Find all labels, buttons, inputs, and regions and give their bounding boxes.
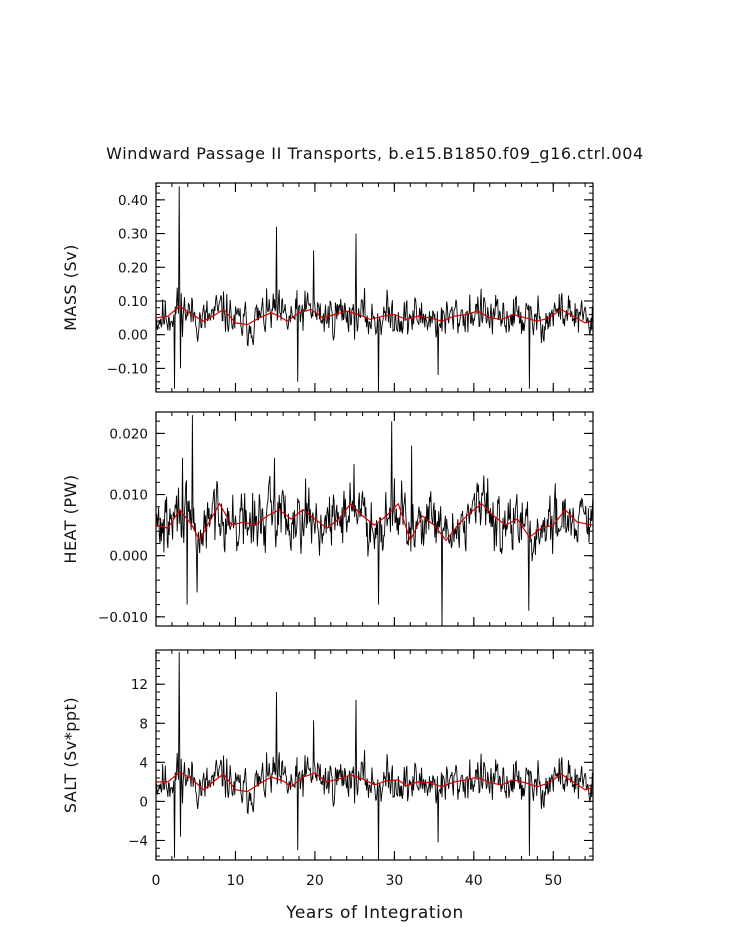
panel-mass: −0.10 0.00 0.10 0.20 0.30 0.40 MASS (Sv): [61, 182, 594, 393]
series-running-mean-line: [156, 502, 593, 542]
y-tick-label: −4: [128, 833, 148, 849]
y-tick-label: 0.020: [109, 426, 148, 442]
y-tick-label: −0.10: [107, 361, 148, 377]
y-axis-label: MASS (Sv): [61, 244, 80, 331]
y-axis-label: SALT (Sv*ppt): [61, 697, 80, 813]
series-running-mean-line: [156, 305, 593, 326]
x-tick-label: 40: [465, 873, 483, 889]
x-tick-label: 20: [306, 873, 324, 889]
series-monthly-line: [156, 415, 593, 626]
series-monthly-line: [156, 651, 593, 860]
x-tick-label: 50: [544, 873, 562, 889]
y-tick-label: −0.010: [98, 610, 148, 626]
chart-title: Windward Passage II Transports, b.e15.B1…: [106, 144, 644, 164]
y-tick-label: 0.00: [118, 328, 148, 344]
x-axis-label: Years of Integration: [285, 903, 464, 923]
y-tick-label: 0.010: [109, 488, 148, 504]
y-tick-label: 4: [139, 755, 148, 771]
plot-frame: [155, 182, 594, 393]
x-tick-label: 30: [385, 873, 403, 889]
y-axis-label: HEAT (PW): [61, 474, 80, 563]
x-tick-label: 10: [227, 873, 245, 889]
series-monthly-line: [156, 186, 593, 392]
y-tick-label: 0.30: [118, 227, 148, 243]
panel-heat: −0.010 0.000 0.010 0.020 HEAT (PW): [61, 411, 594, 627]
y-tick-label: 8: [139, 716, 148, 732]
y-tick-label: 0: [139, 794, 148, 810]
plot-frame: [155, 649, 594, 861]
y-tick-label: 12: [131, 677, 148, 693]
y-tick-label: 0.40: [118, 193, 148, 209]
y-tick-label: 0.10: [118, 294, 148, 310]
y-tick-label: 0.000: [109, 549, 148, 565]
y-tick-label: 0.20: [118, 260, 148, 276]
x-tick-label: 0: [152, 873, 161, 889]
series-running-mean-line: [156, 771, 593, 793]
panel-salt: −4 0 4 8 12 0 10 20 30 40 50 SALT (Sv*ppt): [61, 649, 594, 889]
